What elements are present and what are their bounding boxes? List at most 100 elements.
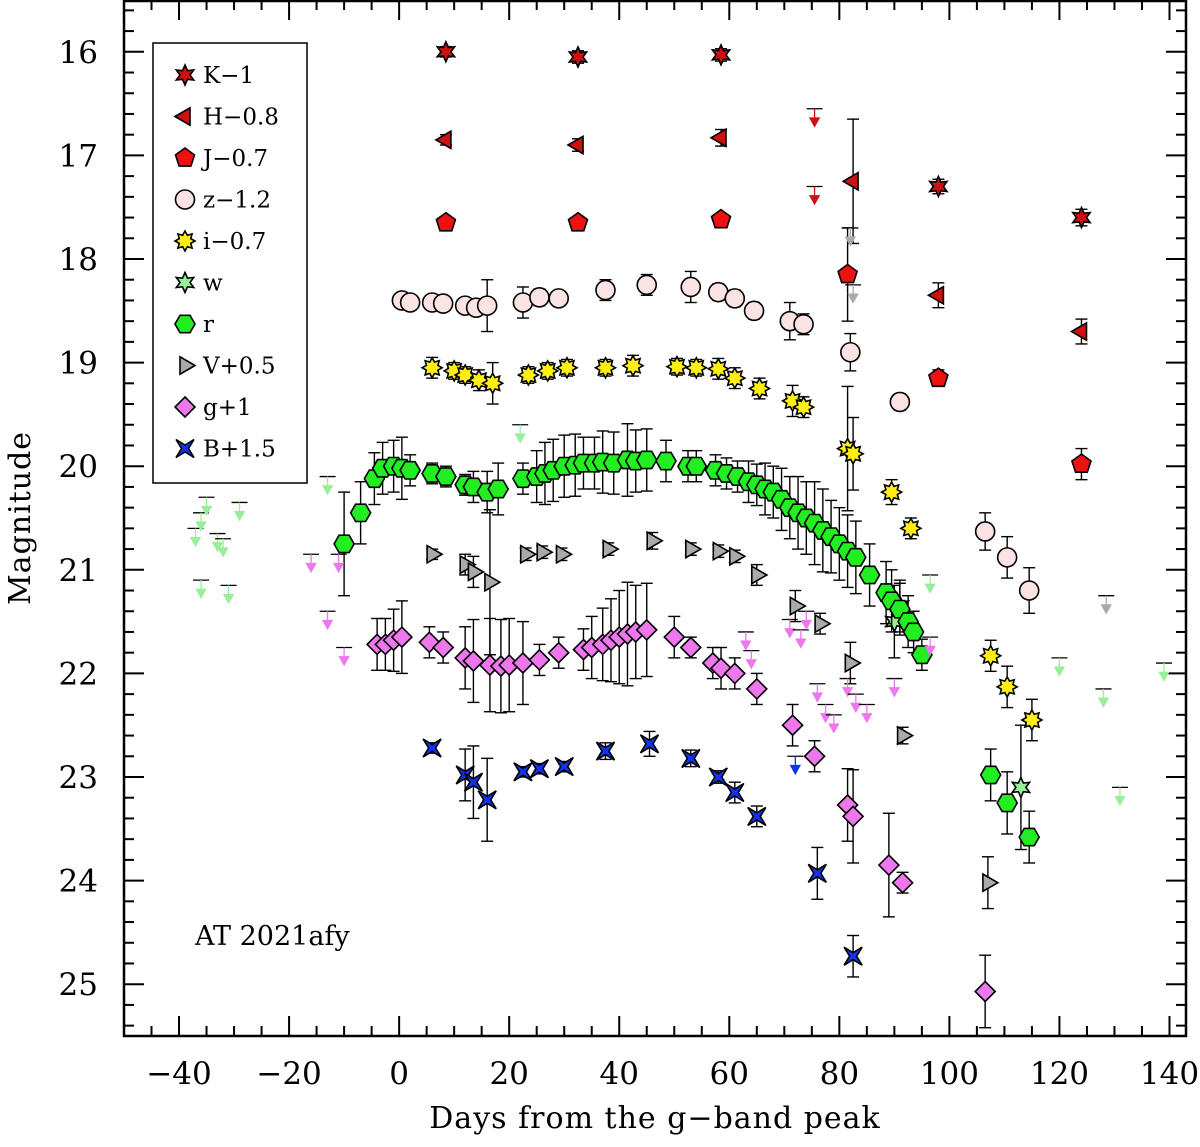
data-point-j07	[837, 263, 859, 284]
y-tick-label: 24	[59, 864, 98, 900]
data-point-z12	[680, 276, 702, 298]
data-point-g1	[432, 636, 455, 659]
data-point-v05	[519, 544, 538, 565]
data-point-r	[858, 565, 881, 585]
data-point-i07	[841, 442, 865, 466]
upper-limit-arrow	[195, 588, 207, 599]
data-point-b15	[463, 772, 484, 792]
legend-label: g+1	[203, 395, 252, 421]
data-point-i07	[747, 376, 772, 401]
data-point-g1	[781, 714, 804, 737]
upper-limit-arrow	[740, 640, 752, 651]
data-point-r	[996, 793, 1019, 813]
data-point-v05	[728, 546, 747, 567]
data-point-g1	[723, 662, 746, 685]
upper-limit-arrow	[828, 723, 840, 734]
data-point-j07	[710, 208, 732, 229]
data-point-r	[434, 467, 457, 487]
data-point-g1	[891, 871, 914, 894]
upper-limit-arrow	[1114, 795, 1126, 807]
series-k1	[435, 39, 1092, 230]
data-point-b15	[554, 756, 574, 777]
data-point-b15	[422, 738, 442, 758]
legend-label: r	[203, 312, 214, 338]
data-point-k1	[1071, 205, 1092, 230]
data-point-b15	[595, 741, 616, 761]
upper-limit-arrow	[811, 692, 824, 703]
y-tick-label: 25	[59, 967, 98, 1003]
data-point-k1	[435, 39, 457, 64]
data-point-z12	[399, 292, 421, 313]
data-point-b15	[725, 782, 745, 803]
upper-limit-arrow	[924, 583, 936, 594]
data-point-h08	[566, 135, 584, 156]
data-point-r	[399, 460, 422, 480]
legend-label: H−0.8	[203, 105, 279, 131]
data-point-i07	[791, 395, 816, 419]
data-point-z12	[476, 295, 498, 316]
data-point-v05	[555, 544, 574, 565]
data-point-r	[844, 547, 867, 567]
data-point-k1	[710, 42, 732, 67]
upper-limit-arrow	[195, 521, 207, 532]
data-point-z12	[889, 391, 911, 413]
legend-marker	[174, 63, 196, 87]
x-tick-label: 0	[389, 1056, 409, 1092]
data-point-v05	[484, 572, 502, 593]
data-point-r	[979, 765, 1002, 785]
plot-frame	[122, 0, 1188, 1038]
data-point-g1	[841, 805, 865, 828]
upper-limit-arrow	[1053, 666, 1066, 677]
upper-limit-arrow	[850, 702, 862, 713]
object-name-annotation: AT 2021afy	[194, 921, 350, 952]
legend-label: i−0.7	[203, 229, 266, 255]
upper-limit-arrow	[321, 485, 334, 496]
upper-limit-arrow	[305, 562, 317, 574]
upper-limit-arrow	[200, 505, 213, 517]
x-axis-title: Days from the g−band peak	[429, 1101, 881, 1136]
legend-marker	[174, 189, 196, 210]
data-point-r	[902, 622, 925, 642]
data-point-z12	[840, 341, 861, 363]
legend-label: J−0.7	[201, 146, 268, 172]
series-r	[333, 423, 1041, 864]
data-point-v05	[789, 596, 807, 617]
data-point-r	[685, 456, 708, 476]
legend-marker	[179, 355, 197, 376]
upper-limit-arrow	[795, 638, 807, 649]
data-point-i07	[555, 356, 579, 380]
upper-limit-arrow	[338, 656, 350, 667]
data-point-i07	[1020, 708, 1044, 732]
x-tick-label: −40	[146, 1056, 211, 1092]
upper-limit-arrow	[1100, 604, 1112, 615]
data-point-r	[1018, 827, 1041, 847]
upper-limit-arrow	[1097, 697, 1110, 708]
data-point-j07	[435, 211, 457, 232]
upper-limit-arrow	[924, 645, 936, 656]
data-point-i07	[665, 355, 689, 379]
legend-marker	[173, 395, 197, 419]
data-point-v05	[814, 613, 832, 634]
data-point-z12	[974, 521, 996, 542]
data-point-i07	[621, 354, 645, 378]
legend-label: B+1.5	[203, 437, 276, 463]
data-point-g1	[803, 745, 826, 768]
data-point-z12	[1018, 580, 1040, 601]
data-point-w	[1010, 775, 1032, 800]
upper-limit-arrow	[819, 713, 832, 724]
data-point-g1	[877, 853, 901, 877]
data-point-g1	[635, 618, 658, 642]
data-point-b15	[529, 759, 550, 779]
data-point-r	[349, 503, 372, 523]
data-point-g1	[745, 677, 768, 701]
x-tick-label: −20	[256, 1056, 321, 1092]
y-tick-label: 22	[59, 656, 98, 692]
data-point-j07	[567, 211, 589, 232]
data-point-z12	[636, 274, 658, 296]
upper-limit-arrow	[888, 687, 901, 698]
data-point-i07	[516, 363, 541, 387]
x-tick-label: 140	[1140, 1056, 1199, 1092]
x-tick-label: 20	[489, 1056, 528, 1092]
data-point-g1	[663, 625, 686, 649]
